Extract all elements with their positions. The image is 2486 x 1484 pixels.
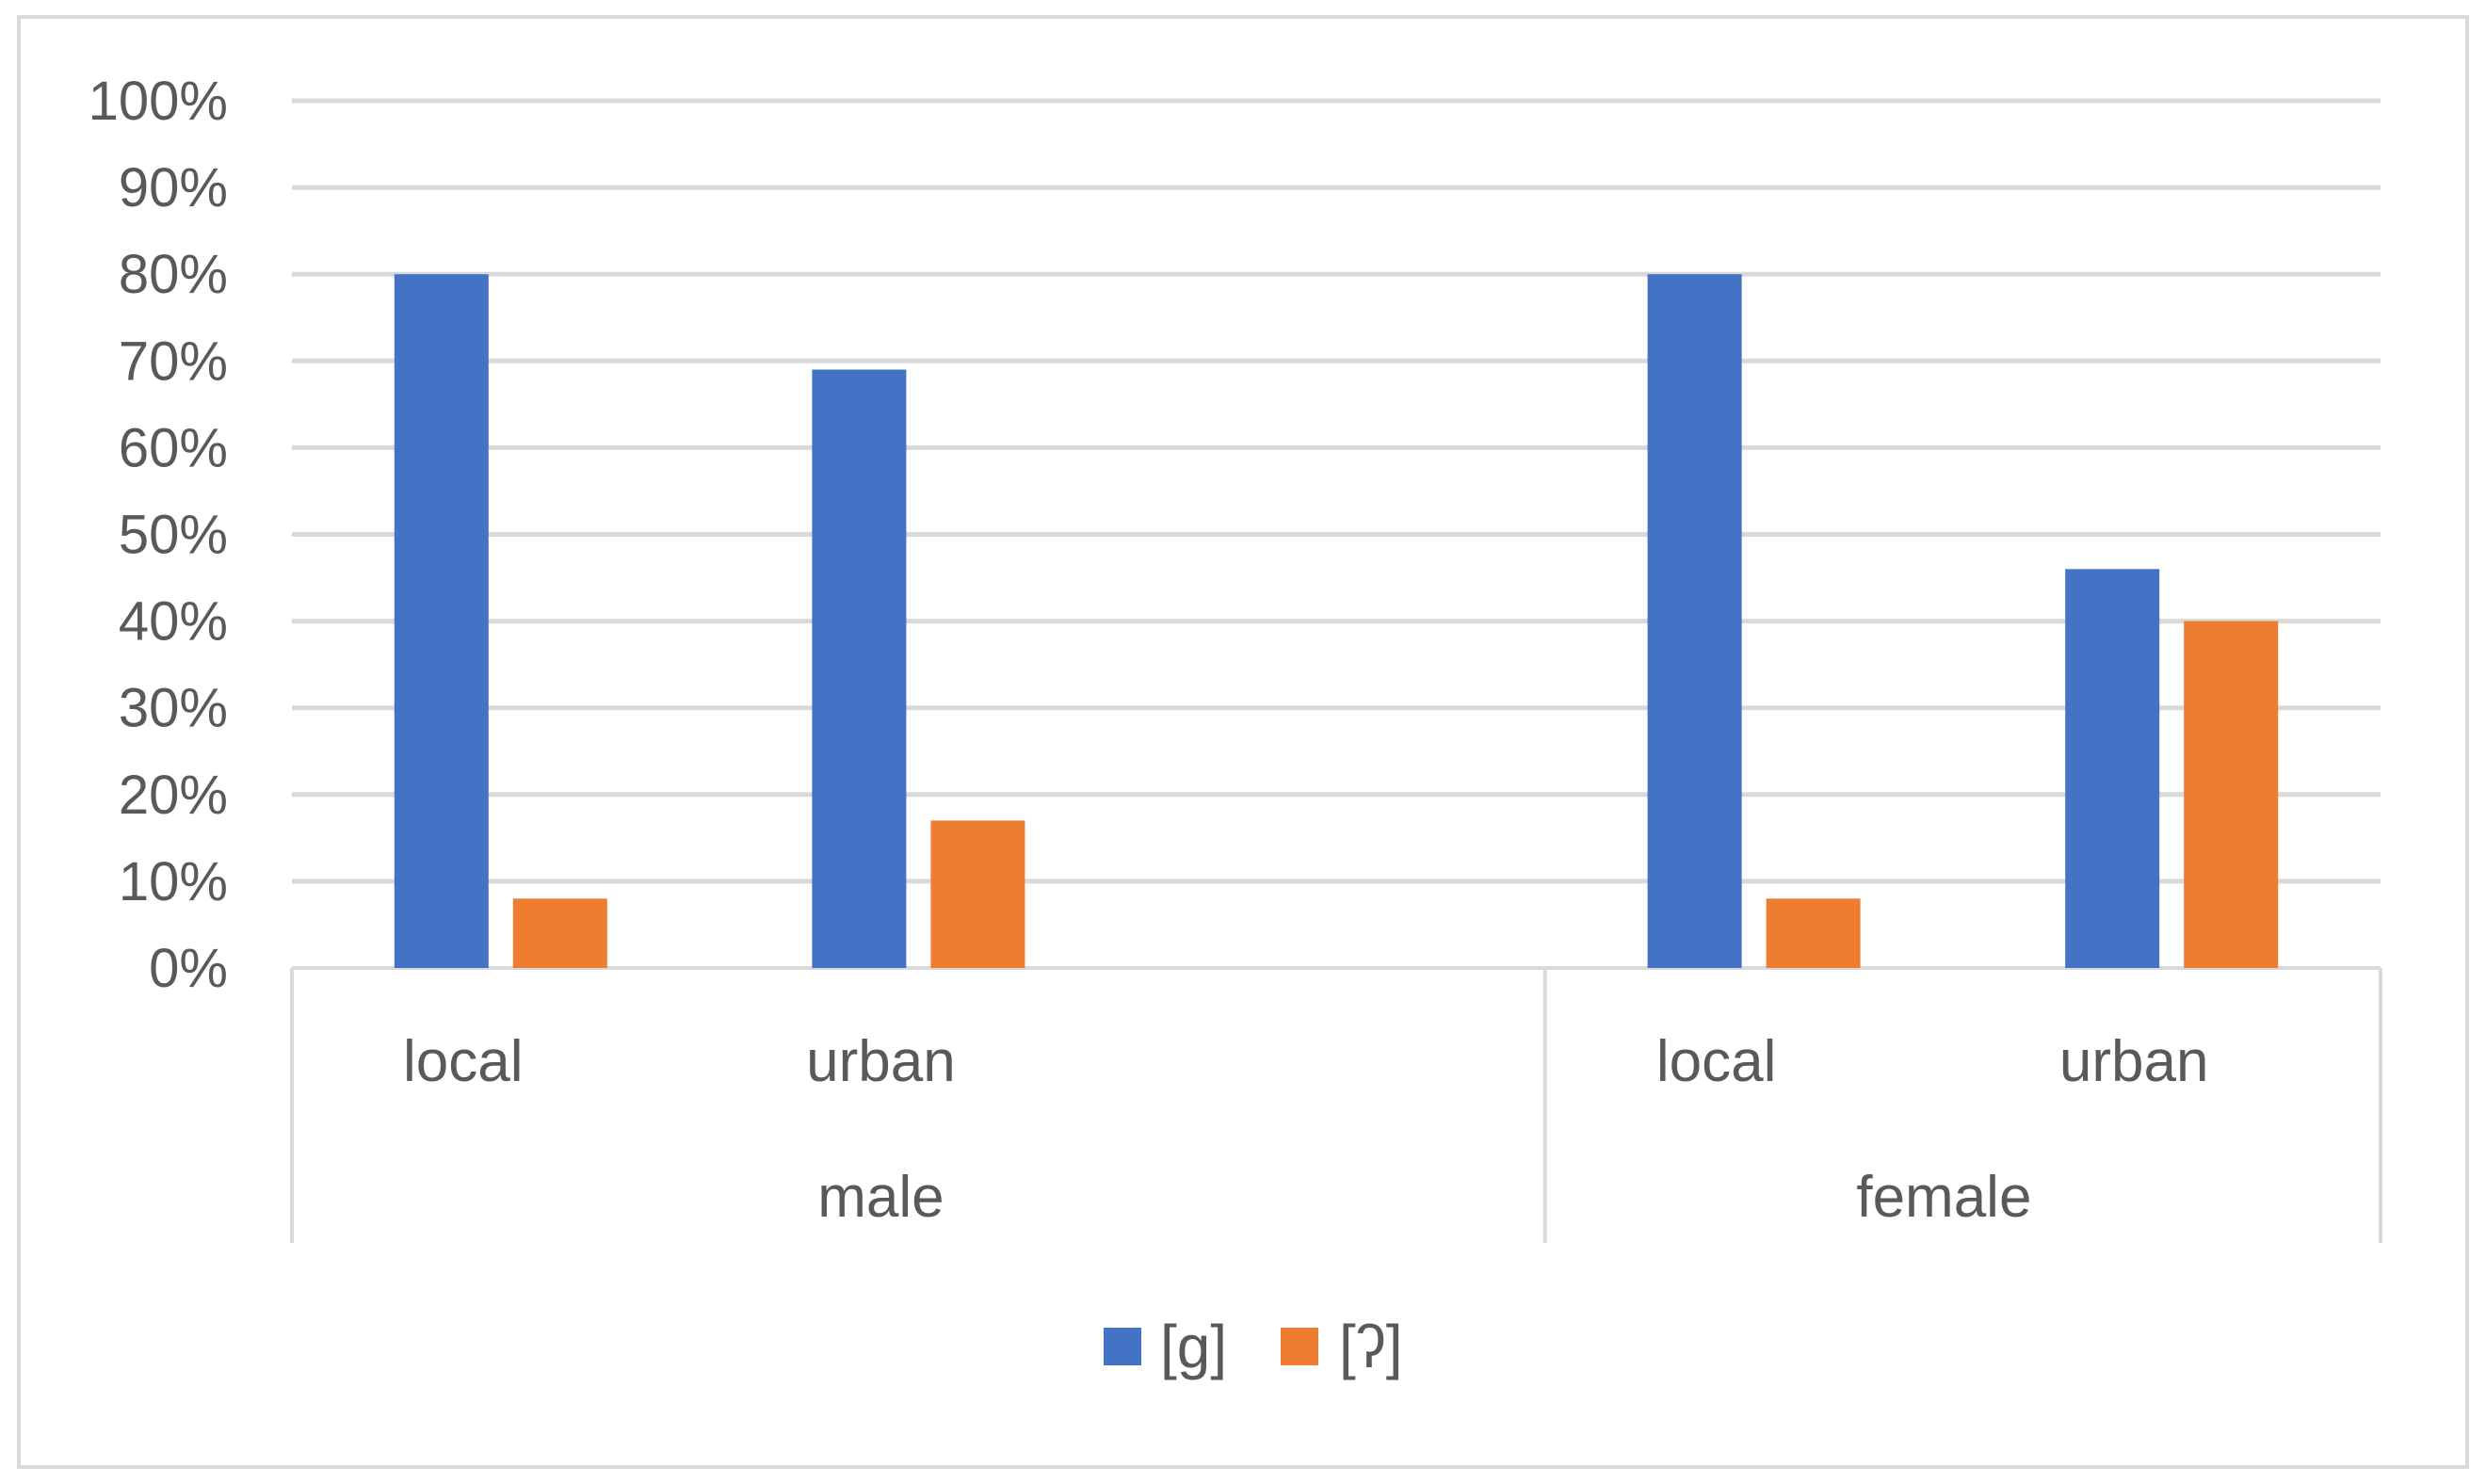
y-axis: 0% 10% 20% 30% 40% 50% 60% 70% 80% 90% 100% <box>89 71 228 999</box>
bar-g-1 <box>812 369 907 968</box>
y-tick-label: 10% <box>119 851 228 912</box>
y-tick-label: 70% <box>119 331 228 392</box>
legend-swatch <box>1104 1328 1141 1365</box>
y-tick-label: 20% <box>119 765 228 826</box>
legend-swatch <box>1281 1328 1318 1365</box>
x-category-label: local <box>1656 1029 1777 1094</box>
y-tick-label: 0% <box>149 938 228 999</box>
x-axis: local urban local urban male female <box>290 968 2382 1243</box>
y-tick-label: 30% <box>119 678 228 739</box>
bar-glottal-3 <box>1766 898 1861 968</box>
y-tick-label: 60% <box>119 417 228 478</box>
y-tick-label: 50% <box>119 505 228 566</box>
bar-g-3 <box>1647 274 1742 968</box>
bar-g-0 <box>394 274 489 968</box>
bar-glottal-1 <box>930 820 1025 968</box>
y-tick-label: 40% <box>119 591 228 653</box>
gridlines <box>292 98 2381 970</box>
y-tick-label: 100% <box>89 71 228 132</box>
y-tick-label: 90% <box>119 157 228 218</box>
x-category-label: local <box>403 1029 524 1094</box>
x-category-label: urban <box>2059 1029 2209 1094</box>
x-group-label: female <box>1856 1165 2031 1230</box>
x-category-label: urban <box>806 1029 956 1094</box>
bar-glottal-0 <box>512 898 607 968</box>
bar-g-4 <box>2065 569 2160 968</box>
bar-glottal-4 <box>2184 621 2279 968</box>
legend: [g] [ʔ] <box>1104 1313 1403 1380</box>
legend-label: [g] <box>1160 1313 1227 1380</box>
x-group-label: male <box>817 1165 944 1230</box>
legend-label: [ʔ] <box>1339 1313 1403 1380</box>
bars <box>394 274 2279 968</box>
y-tick-label: 80% <box>119 244 228 305</box>
